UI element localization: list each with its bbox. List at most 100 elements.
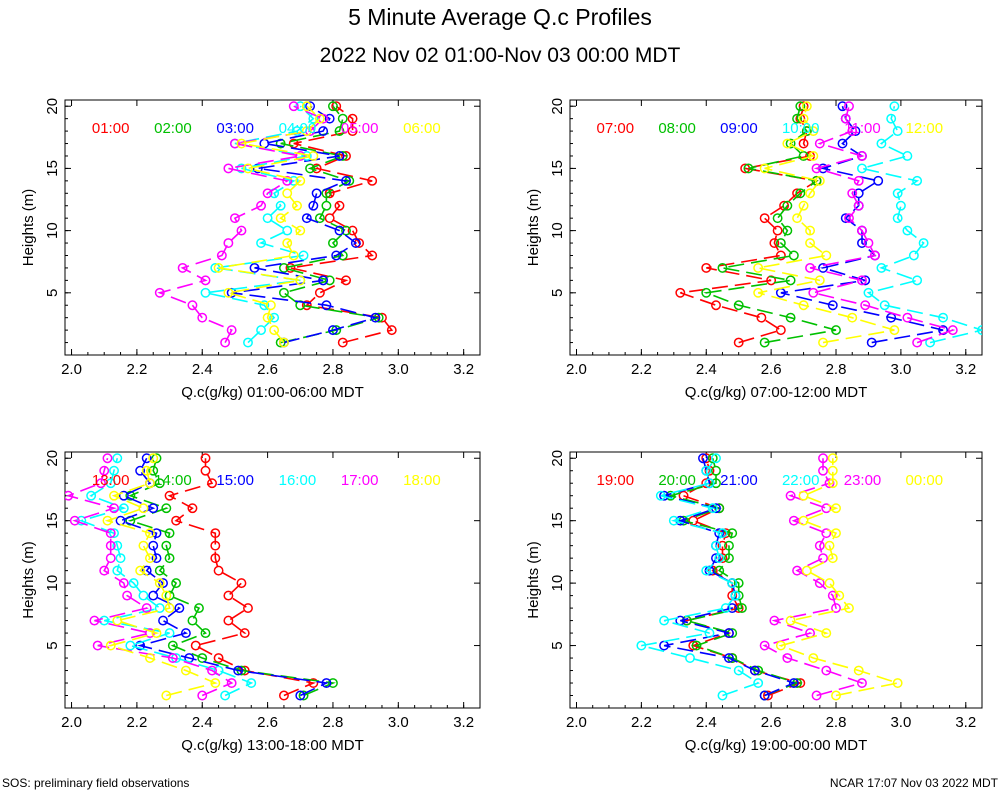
- data-point: [328, 101, 338, 112]
- data-point: [733, 300, 744, 311]
- x-tick-label: 2.8: [323, 714, 344, 731]
- data-point: [278, 287, 289, 298]
- x-tick-label: 2.0: [61, 361, 82, 378]
- data-point: [814, 138, 825, 149]
- y-axis-label: Heights (m): [525, 189, 542, 267]
- data-point: [698, 453, 708, 464]
- page-subtitle: 2022 Nov 02 01:00-Nov 03 00:00 MDT: [319, 44, 681, 67]
- data-point: [908, 250, 919, 261]
- data-point: [685, 653, 695, 663]
- data-point: [889, 325, 900, 336]
- data-point: [801, 101, 812, 112]
- data-point: [733, 578, 744, 589]
- x-tick-label: 2.2: [126, 714, 147, 731]
- data-point: [831, 528, 841, 539]
- data-point: [837, 101, 848, 112]
- data-point: [200, 287, 211, 298]
- data-point: [145, 553, 155, 564]
- data-point: [145, 653, 155, 663]
- data-point: [109, 528, 119, 539]
- data-point: [827, 478, 838, 489]
- data-point: [743, 163, 754, 174]
- data-point: [717, 262, 728, 273]
- data-point: [711, 300, 721, 311]
- page-title: 5 Minute Average Q.c Profiles: [348, 4, 652, 30]
- data-point: [115, 553, 126, 564]
- x-tick-label: 3.2: [955, 361, 976, 378]
- data-point: [210, 540, 221, 551]
- data-point: [99, 565, 110, 576]
- legend-label: 04:00: [279, 120, 317, 137]
- data-point: [824, 540, 835, 551]
- data-point: [873, 175, 884, 186]
- data-point: [727, 578, 738, 589]
- series-line-0700: [680, 105, 819, 344]
- data-point: [301, 151, 312, 161]
- series-line-2200: [641, 457, 761, 697]
- data-point: [161, 503, 172, 514]
- data-point: [275, 213, 286, 224]
- data-point: [792, 213, 803, 224]
- data-point: [902, 225, 913, 236]
- data-point: [321, 200, 332, 211]
- data-point: [727, 528, 738, 539]
- x-axis-label: Q.c(g/kg) 19:00-00:00 MDT: [685, 737, 868, 754]
- data-point: [785, 490, 796, 501]
- legend-label: 23:00: [844, 472, 882, 489]
- legend-label: 18:00: [403, 472, 441, 489]
- data-point: [112, 565, 123, 576]
- data-point: [892, 678, 903, 688]
- data-point: [190, 640, 201, 651]
- legend-label: 13:00: [92, 472, 130, 489]
- data-point: [711, 478, 721, 489]
- y-tick-label: 10: [549, 575, 566, 592]
- data-point: [128, 578, 139, 589]
- data-point: [857, 275, 867, 286]
- data-point: [324, 275, 335, 286]
- data-point: [668, 515, 679, 526]
- data-point: [347, 113, 358, 124]
- data-point: [707, 453, 718, 464]
- data-point: [895, 200, 906, 211]
- data-point: [148, 453, 159, 464]
- x-tick-label: 2.0: [566, 714, 587, 731]
- data-point: [122, 590, 133, 601]
- plot-frame: [64, 99, 481, 356]
- data-point: [892, 126, 903, 137]
- legend-label: 20:00: [658, 472, 696, 489]
- legend-label: 03:00: [216, 120, 254, 137]
- data-point: [827, 453, 838, 464]
- data-point: [736, 603, 747, 614]
- data-point: [785, 138, 796, 149]
- data-point: [724, 540, 734, 551]
- data-point: [782, 200, 793, 211]
- data-point: [164, 553, 175, 564]
- data-point: [95, 478, 106, 489]
- data-point: [759, 337, 770, 348]
- data-point: [759, 213, 770, 224]
- data-point: [808, 126, 819, 137]
- data-point: [912, 337, 923, 348]
- data-point: [837, 138, 848, 149]
- data-point: [125, 490, 136, 501]
- data-point: [292, 126, 302, 137]
- data-point: [782, 653, 793, 663]
- data-point: [308, 678, 319, 688]
- data-point: [158, 615, 168, 626]
- data-point: [278, 262, 289, 273]
- data-point: [177, 262, 188, 273]
- data-point: [236, 163, 247, 174]
- data-point: [161, 690, 172, 701]
- data-point: [141, 603, 152, 614]
- data-point: [847, 126, 858, 137]
- y-tick-label: 20: [549, 450, 566, 467]
- data-point: [135, 565, 146, 576]
- data-point: [89, 615, 100, 626]
- data-point: [386, 325, 397, 336]
- x-tick-label: 2.2: [631, 361, 652, 378]
- data-point: [69, 515, 80, 526]
- data-point: [753, 287, 764, 298]
- series-line-1500: [118, 457, 330, 697]
- data-point: [154, 578, 165, 589]
- data-point: [805, 225, 816, 236]
